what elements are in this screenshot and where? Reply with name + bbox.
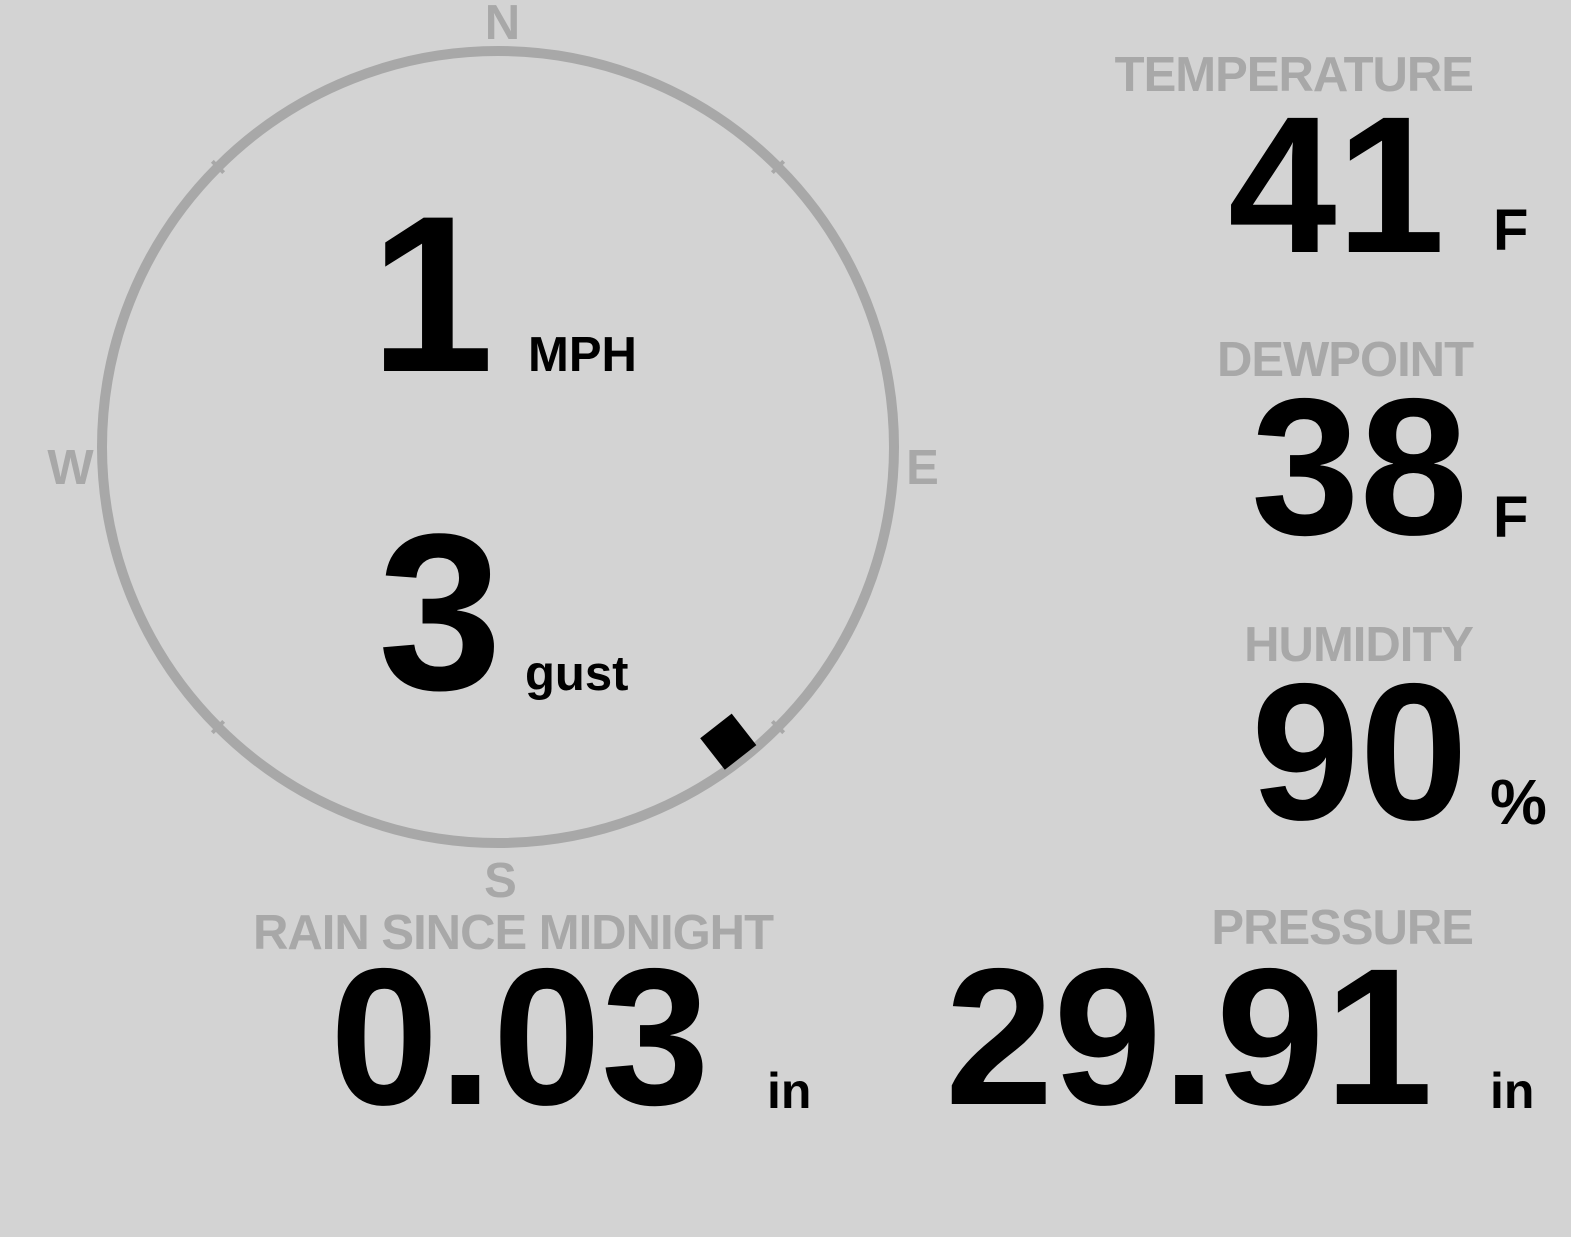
dewpoint-value: 38 [1251,358,1468,576]
temperature-value: 41 [1228,76,1445,294]
wind-direction-marker [700,713,757,770]
compass-west: W [47,441,93,495]
dewpoint-label: DEWPOINT [1216,333,1474,387]
temperature-unit: F [1493,198,1529,263]
wind-gust-label: gust [525,647,629,701]
humidity-unit: % [1490,766,1547,838]
wind-speed-unit: MPH [528,328,637,382]
pressure-value: 29.91 [945,928,1433,1146]
temperature-label: TEMPERATURE [1114,48,1474,102]
wind-gust-value: 3 [378,488,503,737]
dewpoint-unit: F [1493,485,1529,550]
pressure-unit: in [1490,1063,1535,1119]
compass-east: E [906,441,939,495]
compass-tick [770,159,786,175]
wind-speed-value: 1 [370,170,495,419]
compass-north: N [484,0,520,50]
compass-tick [210,159,226,175]
compass-tick [210,719,226,735]
pressure-label: PRESSURE [1211,901,1474,955]
rain-label: RAIN SINCE MIDNIGHT [253,906,774,960]
humidity-label: HUMIDITY [1244,618,1474,672]
humidity-value: 90 [1251,643,1468,861]
compass-south: S [484,854,517,908]
compass-tick [770,719,786,735]
compass-ring [97,46,899,848]
rain-unit: in [767,1063,812,1119]
rain-value: 0.03 [330,928,710,1146]
